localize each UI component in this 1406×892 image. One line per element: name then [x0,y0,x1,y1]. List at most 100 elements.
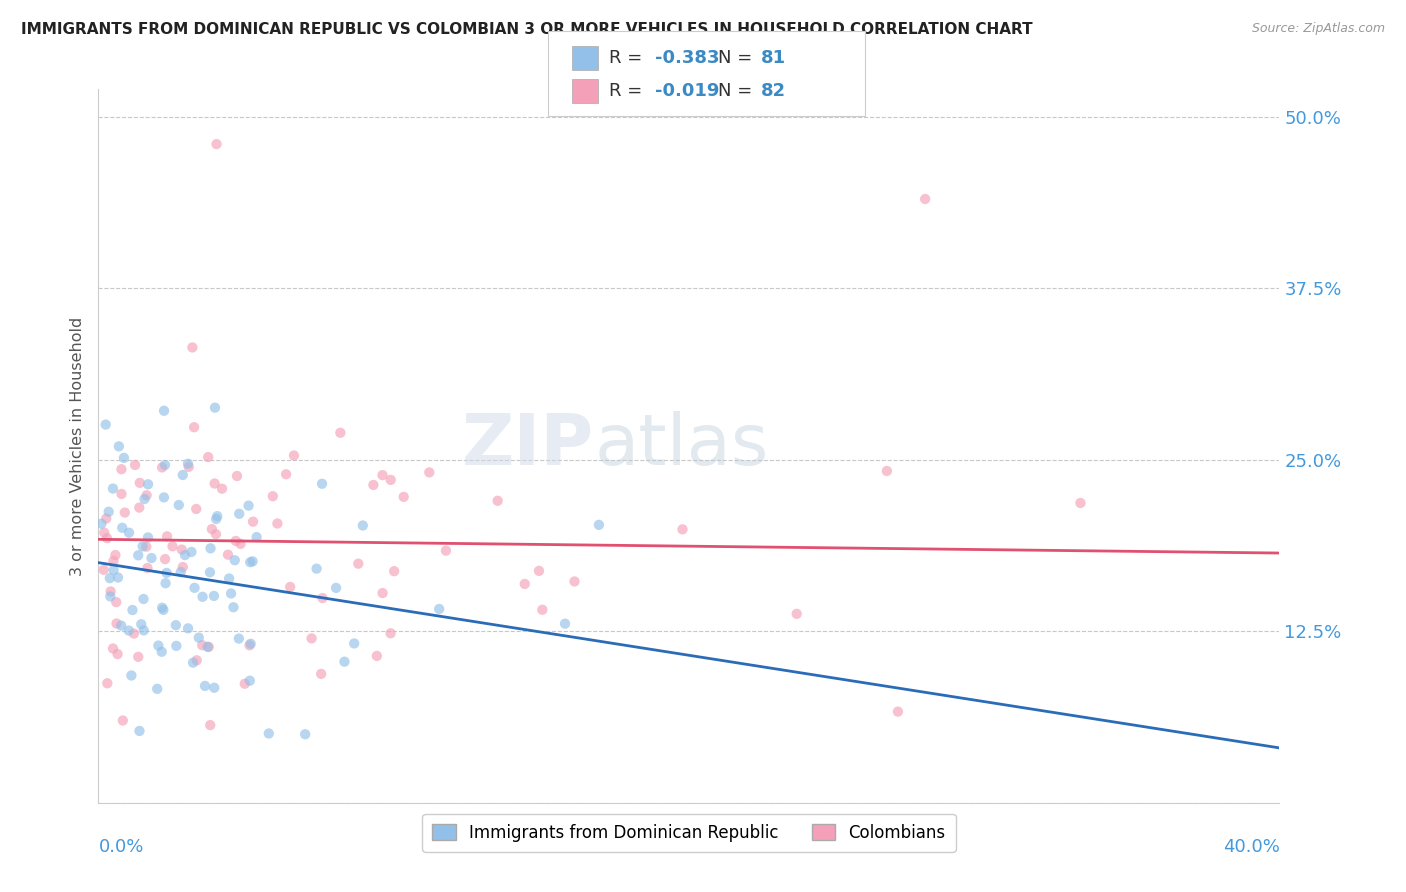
Point [352,518,374,533]
Text: Source: ZipAtlas.com: Source: ZipAtlas.com [1251,22,1385,36]
Point [136,477,159,491]
Point [172,467,194,482]
Point [105,595,128,609]
Point [120,668,142,682]
Point [96,676,118,690]
Point [156,529,179,543]
Point [110,618,132,632]
Text: R =: R = [609,49,648,67]
Point [427,602,450,616]
Point [239,673,262,688]
Point [239,637,262,651]
Point [94,417,117,432]
Point [110,487,132,501]
Point [124,458,146,472]
Point [246,530,269,544]
Point [588,517,610,532]
Point [108,439,131,453]
Point [197,640,219,654]
Point [262,489,284,503]
Point [211,482,233,496]
Point [187,631,209,645]
Point [200,541,222,556]
Point [311,476,333,491]
Point [148,639,170,653]
Point [226,469,249,483]
Point [207,509,229,524]
Point [283,449,305,463]
Point [224,553,246,567]
Legend: Immigrants from Dominican Republic, Colombians: Immigrants from Dominican Republic, Colo… [422,814,956,852]
Point [155,576,177,591]
Point [97,505,120,519]
Point [371,468,394,483]
Point [174,548,197,562]
Point [112,450,135,465]
Point [134,491,156,506]
Point [266,516,288,531]
Point [165,618,187,632]
Point [876,464,898,478]
Point [153,491,176,505]
Point [177,621,200,635]
Point [135,488,157,502]
Point [128,500,150,515]
Point [118,525,141,540]
Point [181,341,204,355]
Text: 40.0%: 40.0% [1223,838,1279,856]
Point [100,584,122,599]
Point [329,425,352,440]
Point [228,507,250,521]
Point [325,581,347,595]
Point [127,649,149,664]
Point [887,705,910,719]
Point [198,566,221,580]
Point [118,624,141,638]
Point [111,521,134,535]
Point [204,401,226,415]
Point [103,554,125,568]
Point [162,539,184,553]
Point [107,647,129,661]
Point [110,462,132,476]
Point [418,466,440,480]
Point [136,530,159,544]
Point [127,549,149,563]
Point [205,527,228,541]
Point [554,616,576,631]
Point [233,677,256,691]
Point [150,600,173,615]
Point [181,656,204,670]
Point [101,482,124,496]
Point [121,603,143,617]
Point [301,632,323,646]
Point [98,590,121,604]
Point [93,525,115,540]
Point [305,562,328,576]
Point [98,571,121,585]
Point [531,603,554,617]
Point [914,192,936,206]
Point [194,679,217,693]
Point [191,638,214,652]
Point [527,564,550,578]
Point [225,533,247,548]
Point [155,566,177,580]
Point [183,420,205,434]
Point [274,467,297,482]
Point [128,723,150,738]
Point [238,638,260,652]
Text: N =: N = [718,49,758,67]
Point [382,564,405,578]
Point [200,718,222,732]
Point [165,639,187,653]
Point [114,506,136,520]
Point [392,490,415,504]
Point [167,498,190,512]
Point [170,565,193,579]
Point [96,511,118,525]
Point [180,545,202,559]
Point [170,542,193,557]
Point [294,727,316,741]
Point [104,548,127,562]
